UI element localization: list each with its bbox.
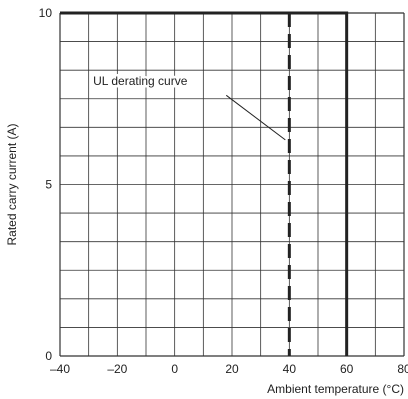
x-tick-label: –40: [50, 362, 70, 376]
annotation-leader-line: [225, 94, 286, 141]
x-tick-label: 0: [171, 362, 178, 376]
y-tick-label: 0: [45, 349, 52, 363]
x-axis-title: Ambient temperature (°C): [267, 382, 404, 396]
rated-current-curve-line: [60, 11, 349, 356]
y-tick-label: 10: [39, 6, 53, 20]
y-axis-title: Rated carry current (A): [5, 123, 19, 245]
annotation-label: UL derating curve: [93, 74, 188, 88]
x-tick-label: 40: [283, 362, 297, 376]
x-tick-label: 20: [225, 362, 239, 376]
series-layer: [60, 11, 349, 356]
x-tick-label: 80: [397, 362, 408, 376]
x-tick-label: 60: [340, 362, 354, 376]
grid: [59, 12, 405, 357]
x-tick-label: –20: [107, 362, 127, 376]
annotation-layer: UL derating curve: [91, 72, 286, 141]
y-tick-label: 5: [45, 178, 52, 192]
y-tick-labels: 0 5 10: [39, 6, 53, 363]
x-tick-labels: –40 –20 0 20 40 60 80: [50, 362, 408, 376]
